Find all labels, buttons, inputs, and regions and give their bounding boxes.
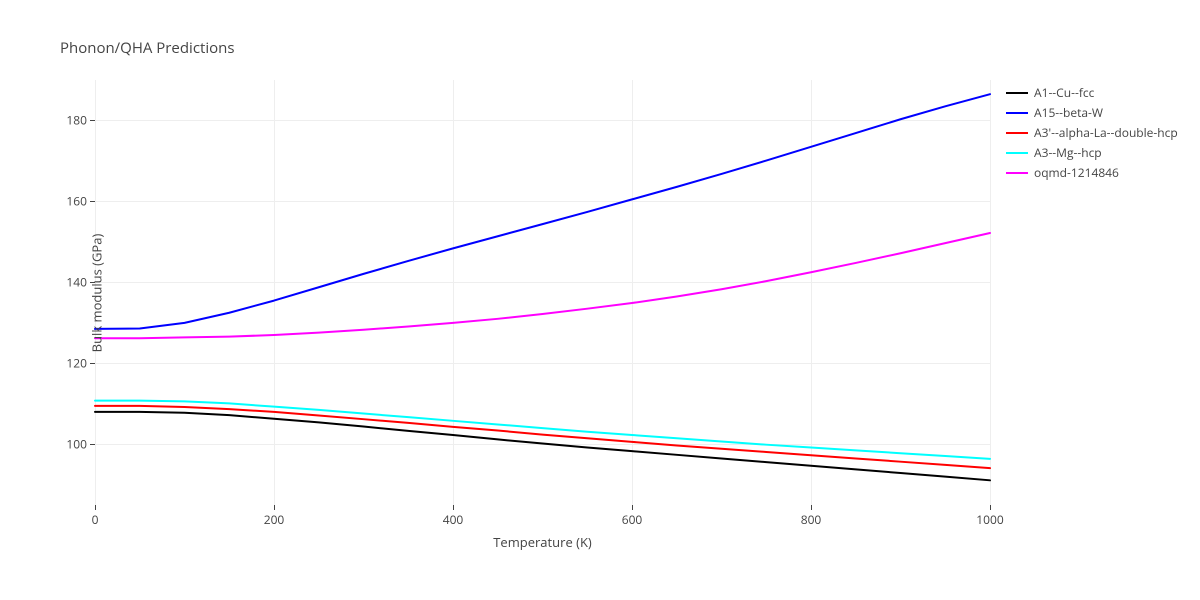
x-tick-label: 600 (622, 511, 643, 528)
legend-label: oqmd-1214846 (1034, 164, 1119, 181)
legend-label: A1--Cu--fcc (1034, 84, 1094, 101)
x-tick-label: 800 (801, 511, 822, 528)
series-line (95, 94, 990, 329)
grid-line-vertical (990, 80, 991, 505)
legend: A1--Cu--fcc A15--beta-W A3'--alpha-La--dou… (1006, 84, 1178, 184)
y-tick-mark (90, 363, 95, 364)
legend-item[interactable]: oqmd-1214846 (1006, 164, 1178, 181)
y-axis-title: Bulk modulus (GPa) (87, 233, 105, 352)
x-tick-label: 200 (264, 511, 285, 528)
legend-label: A3--Mg--hcp (1034, 144, 1102, 161)
x-tick-label: 400 (443, 511, 464, 528)
chart-lines (95, 80, 990, 505)
chart-title: Phonon/QHA Predictions (60, 38, 235, 58)
legend-label: A3'--alpha-La--double-hcp (1034, 124, 1178, 141)
legend-item[interactable]: A3'--alpha-La--double-hcp (1006, 124, 1178, 141)
legend-swatch (1006, 132, 1028, 134)
y-tick-mark (90, 444, 95, 445)
legend-swatch (1006, 172, 1028, 174)
x-tick-mark (95, 505, 96, 510)
x-tick-label: 1000 (976, 511, 1003, 528)
y-tick-label: 120 (66, 355, 87, 372)
series-line (95, 412, 990, 480)
x-tick-mark (811, 505, 812, 510)
y-tick-label: 140 (66, 274, 87, 291)
x-tick-mark (274, 505, 275, 510)
plot-area: 02004006008001000 100120140160180 Temper… (95, 80, 990, 505)
legend-swatch (1006, 92, 1028, 94)
y-tick-mark (90, 201, 95, 202)
legend-item[interactable]: A15--beta-W (1006, 104, 1178, 121)
x-tick-mark (632, 505, 633, 510)
legend-swatch (1006, 112, 1028, 114)
x-tick-mark (990, 505, 991, 510)
y-tick-mark (90, 120, 95, 121)
legend-swatch (1006, 152, 1028, 154)
legend-item[interactable]: A1--Cu--fcc (1006, 84, 1178, 101)
legend-label: A15--beta-W (1034, 104, 1103, 121)
legend-item[interactable]: A3--Mg--hcp (1006, 144, 1178, 161)
x-tick-mark (453, 505, 454, 510)
x-axis-title: Temperature (K) (493, 533, 592, 551)
y-tick-label: 100 (66, 436, 87, 453)
series-line (95, 233, 990, 338)
x-tick-label: 0 (92, 511, 99, 528)
y-tick-label: 180 (66, 112, 87, 129)
y-tick-label: 160 (66, 193, 87, 210)
